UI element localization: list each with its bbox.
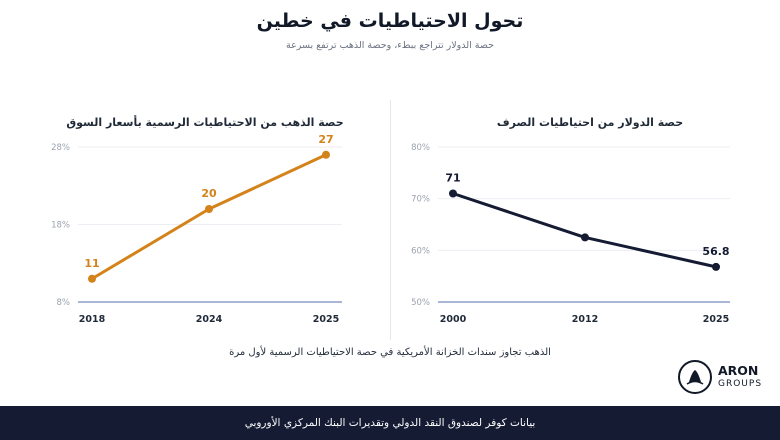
page-subtitle: حصة الدولار تتراجع ببطء، وحصة الذهب ترتف… — [285, 40, 494, 51]
gold-x-tick-label: 2018 — [79, 314, 106, 325]
gold-series-line — [91, 153, 327, 281]
logo-subname: GROUPS — [718, 379, 763, 389]
dollar-data-point — [712, 262, 720, 271]
dollar-data-label: 71 — [445, 172, 460, 185]
dollar-x-tick-label: 2025 — [703, 314, 729, 325]
dollar-y-tick-label: 60% — [411, 246, 430, 256]
gold-y-tick-label: 18% — [51, 221, 70, 231]
dollar-data-point — [449, 189, 457, 198]
logo-emblem-icon — [678, 360, 712, 394]
dollar-data-label: 56.8 — [702, 245, 729, 258]
chart-divider — [390, 100, 391, 340]
gold-chart-title: حصة الذهب من الاحتياطيات الرسمية بأسعار … — [66, 116, 344, 129]
dollar-data-point — [581, 233, 589, 242]
gold-data-label: 20 — [201, 187, 217, 200]
gold-data-label: 11 — [84, 257, 99, 270]
dollar-chart-title: حصة الدولار من احتياطيات الصرف — [496, 116, 684, 129]
dollar-y-tick-label: 70% — [411, 195, 430, 205]
dollar-x-tick-label: 2012 — [572, 314, 598, 325]
dollar-x-tick-label: 2000 — [440, 314, 467, 325]
charts-canvas: 8% 18% 28% 2018 2024 2025 11 20 27 50% 60% 70% 80% 20… — [51, 133, 730, 325]
gold-x-tick-label: 2024 — [196, 314, 223, 325]
logo-name: ARON — [718, 363, 759, 378]
chart-note: الذهب تجاوز سندات الخزانة الأمريكية في ح… — [229, 347, 551, 358]
dollar-y-tick-label: 80% — [411, 143, 430, 153]
gold-y-tick-label: 28% — [51, 143, 70, 153]
page-title: تحول الاحتياطيات في خطين — [256, 10, 524, 32]
gold-x-tick-label: 2025 — [313, 314, 339, 325]
gold-data-point — [205, 205, 213, 213]
dollar-y-tick-label: 50% — [411, 298, 430, 308]
gold-y-tick-label: 8% — [57, 298, 71, 308]
gold-data-point — [88, 274, 96, 283]
aron-groups-logo: ARON GROUPS — [678, 358, 768, 398]
gold-data-label: 27 — [318, 133, 333, 146]
dollar-series-line — [452, 192, 717, 269]
gold-data-point — [322, 150, 330, 159]
source-footer: بيانات كوفر لصندوق النقد الدولي وتقديرات… — [0, 406, 780, 440]
